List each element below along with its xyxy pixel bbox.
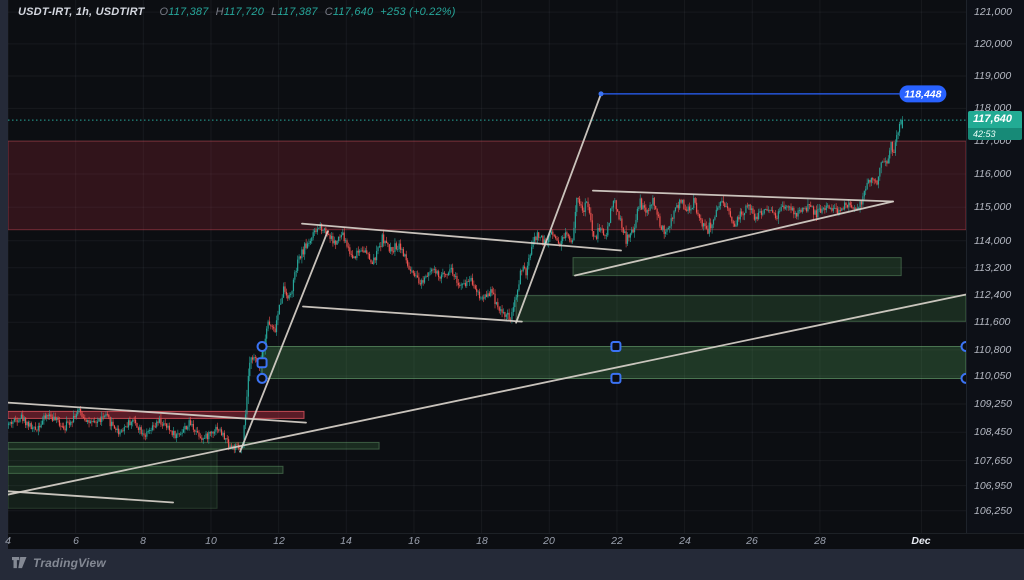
change-value: +253 (+0.22%): [380, 6, 456, 18]
ray-anchor-dot[interactable]: [598, 91, 604, 97]
high-label: H: [215, 6, 224, 18]
open-label: O: [159, 6, 169, 18]
symbol-title[interactable]: USDT-IRT, 1h, USDTIRT: [18, 6, 145, 18]
demand-zone-triangle[interactable]: [572, 257, 902, 277]
price-tick-label: 107,650: [974, 455, 1012, 467]
handle-left-mid[interactable]: [256, 357, 268, 369]
low-label: L: [271, 6, 278, 18]
open-value: 117,387: [168, 6, 209, 18]
chart-pane[interactable]: 118,448 USDT-IRT, 1h, USDTIRT O117,387 H11…: [8, 0, 966, 533]
time-tick-label: 20: [543, 535, 555, 547]
low-value: 117,387: [277, 6, 318, 18]
handle-right-top[interactable]: [960, 341, 967, 352]
candles-layer: [8, 116, 903, 454]
time-tick-label: 12: [273, 535, 285, 547]
wedge-top-line[interactable]: [8, 401, 307, 424]
price-tick-label: 110,800: [974, 344, 1012, 356]
time-tick-label: 14: [340, 535, 352, 547]
handle-mid-bottom[interactable]: [610, 372, 622, 384]
target-price-label[interactable]: [899, 85, 947, 103]
time-tick-label: 8: [140, 535, 146, 547]
time-tick-label: 16: [408, 535, 420, 547]
handle-mid-top[interactable]: [610, 341, 622, 352]
bar-countdown: 42:53: [968, 128, 1022, 140]
time-tick-label: 22: [611, 535, 623, 547]
price-tick-label: 109,250: [974, 398, 1012, 410]
time-tick-label: Dec: [911, 535, 931, 547]
legend: USDT-IRT, 1h, USDTIRT O117,387 H117,720 L11…: [18, 6, 456, 18]
chart-canvas: 118,448: [8, 0, 966, 533]
price-tick-label: 114,000: [974, 235, 1012, 247]
drawing-handles[interactable]: [256, 341, 967, 384]
demand-band-left-1[interactable]: [8, 441, 380, 450]
supply-zone-main[interactable]: [8, 140, 966, 231]
tradingview-brand-text[interactable]: TradingView: [33, 556, 106, 570]
supply-band-small[interactable]: [8, 410, 305, 419]
price-tick-label: 112,400: [974, 289, 1012, 301]
time-tick-label: 4: [5, 535, 11, 547]
target-price-text: 118,448: [904, 88, 941, 100]
price-tick-label: 110,050: [974, 370, 1012, 382]
channel-top-line[interactable]: [301, 222, 622, 252]
price-tick-label: 119,000: [974, 70, 1012, 82]
close-value: 117,640: [332, 6, 374, 18]
last-price-value: 117,640: [968, 111, 1022, 128]
impulse-line-2[interactable]: [515, 93, 602, 324]
price-axis[interactable]: 117,640 42:53 121,000 120,000 119,000 118,0…: [966, 0, 1024, 533]
last-price-label: 117,640 42:53: [968, 111, 1022, 140]
price-tick-label: 120,000: [974, 38, 1012, 50]
tradingview-logo-icon[interactable]: [12, 556, 27, 570]
trendlines-layer: [8, 93, 966, 504]
time-tick-label: 18: [476, 535, 488, 547]
time-tick-label: 28: [814, 535, 826, 547]
handle-left-bottom[interactable]: [256, 372, 268, 384]
close-label: C: [324, 6, 333, 18]
demand-zone-mid[interactable]: [515, 295, 966, 322]
ascending-trendline-major[interactable]: [8, 293, 966, 496]
wedge-bottom-line[interactable]: [8, 490, 175, 504]
time-tick-label: 10: [205, 535, 217, 547]
channel-bottom-line[interactable]: [302, 305, 523, 323]
price-tick-label: 113,200: [974, 262, 1012, 274]
high-value: 117,720: [223, 6, 265, 18]
price-tick-label: 106,950: [974, 480, 1012, 492]
price-tick-label: 106,250: [974, 505, 1012, 517]
price-tick-label: 115,000: [974, 201, 1012, 213]
target-ray[interactable]: 118,448: [598, 85, 947, 103]
time-axis[interactable]: 4 6 8 10 12 14 16 18 20 22 24 26 28 Dec: [5, 533, 1024, 549]
handle-right-bottom[interactable]: [960, 372, 967, 384]
price-tick-label: 108,450: [974, 426, 1012, 438]
time-tick-label: 24: [679, 535, 691, 547]
time-tick-label: 6: [73, 535, 79, 547]
price-tick-label: 116,000: [974, 168, 1012, 180]
handle-left-top[interactable]: [256, 341, 268, 352]
price-tick-label: 121,000: [974, 6, 1012, 18]
price-tick-label: 111,600: [974, 316, 1011, 328]
footer: TradingView: [12, 552, 106, 574]
triangle-bottom-line[interactable]: [574, 200, 894, 277]
time-tick-label: 26: [746, 535, 758, 547]
triangle-top-line[interactable]: [592, 189, 894, 203]
impulse-line-1[interactable]: [239, 230, 329, 453]
